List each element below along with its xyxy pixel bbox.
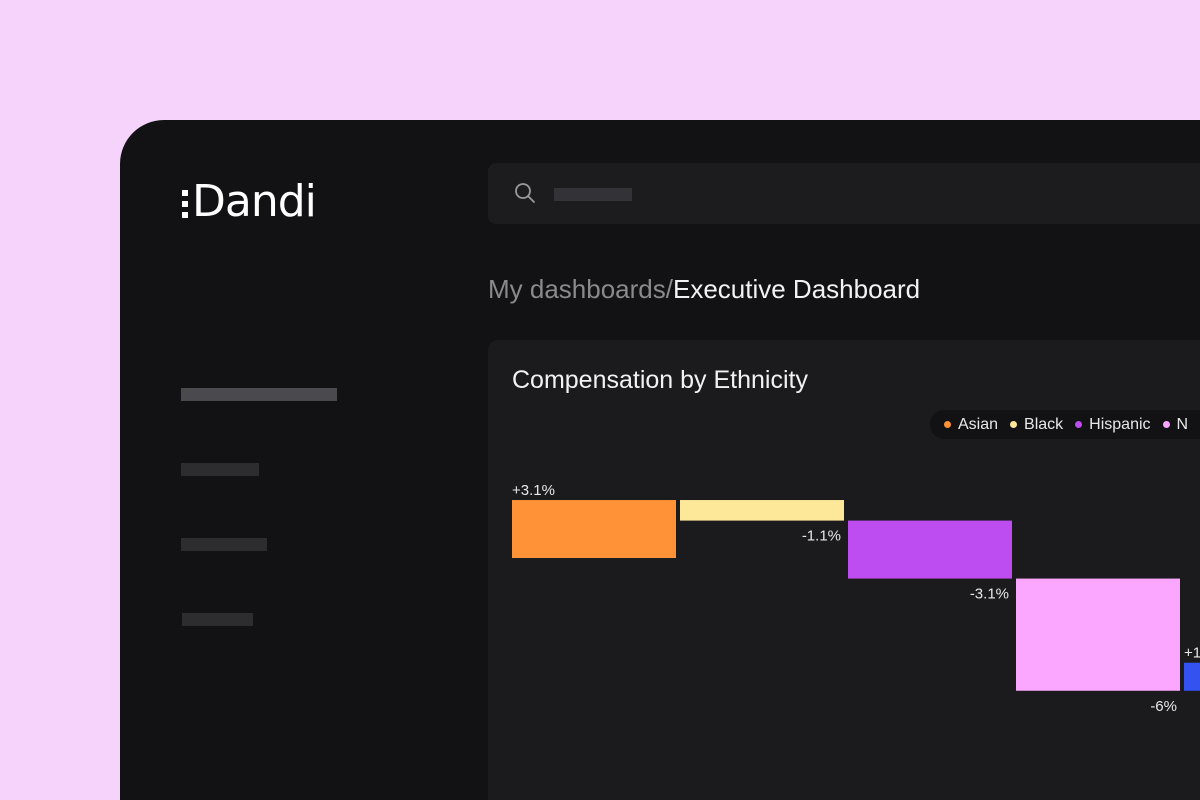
chart-legend: Asian Black Hispanic N [930, 410, 1200, 439]
legend-item-black: Black [1010, 416, 1063, 434]
legend-label: N [1176, 415, 1189, 433]
legend-item-n: N [1162, 415, 1189, 434]
sidebar-item[interactable] [181, 463, 259, 476]
breadcrumb-current: Executive Dashboard [672, 274, 921, 304]
legend-label: Asian [958, 415, 999, 433]
chart-title: Compensation by Ethnicity [512, 366, 808, 394]
breadcrumb-parent[interactable]: My dashboards/ [488, 274, 673, 304]
legend-item-asian: Asian [944, 416, 998, 434]
dandi-logo[interactable]: Dandi [180, 180, 317, 224]
bar-extra[interactable] [1184, 662, 1200, 691]
bar-value-label: +3.1% [512, 482, 555, 499]
search-placeholder [554, 188, 632, 201]
legend-dot [944, 421, 951, 428]
logo-text: Dandi [192, 176, 317, 227]
breadcrumb: My dashboards/Executive Dashboard [488, 274, 920, 305]
legend-dot [1010, 421, 1018, 428]
sidebar-item[interactable] [181, 538, 267, 551]
bar-value-label: -6% [1150, 698, 1177, 715]
bar-value-label: -1.1% [802, 528, 841, 545]
bar-n[interactable] [1016, 578, 1180, 691]
compensation-bar-chart: +3.1% -1.1% -3.1% -6% +1 [512, 482, 1200, 715]
bar-value-label: -3.1% [970, 586, 1009, 603]
legend-item-hispanic: Hispanic [1075, 415, 1151, 434]
sidebar-item-active[interactable] [181, 388, 337, 401]
legend-dot [1075, 421, 1083, 428]
bar-value-label: +1 [1184, 645, 1200, 662]
chart-card: Compensation by Ethnicity Asian Black Hi… [488, 340, 1200, 800]
app-window: Dandi My dashboards/Executive Dashboard … [120, 120, 1200, 800]
legend-label: Hispanic [1089, 415, 1151, 433]
legend-dot [1162, 421, 1170, 428]
bar-asian[interactable] [512, 500, 676, 558]
logo-mark-icon [182, 190, 188, 218]
bar-hispanic[interactable] [848, 520, 1012, 579]
search-bar[interactable] [488, 163, 1200, 224]
bar-black[interactable] [680, 500, 844, 521]
search-icon [515, 183, 535, 203]
legend-label: Black [1024, 415, 1064, 433]
sidebar-item[interactable] [182, 613, 253, 626]
